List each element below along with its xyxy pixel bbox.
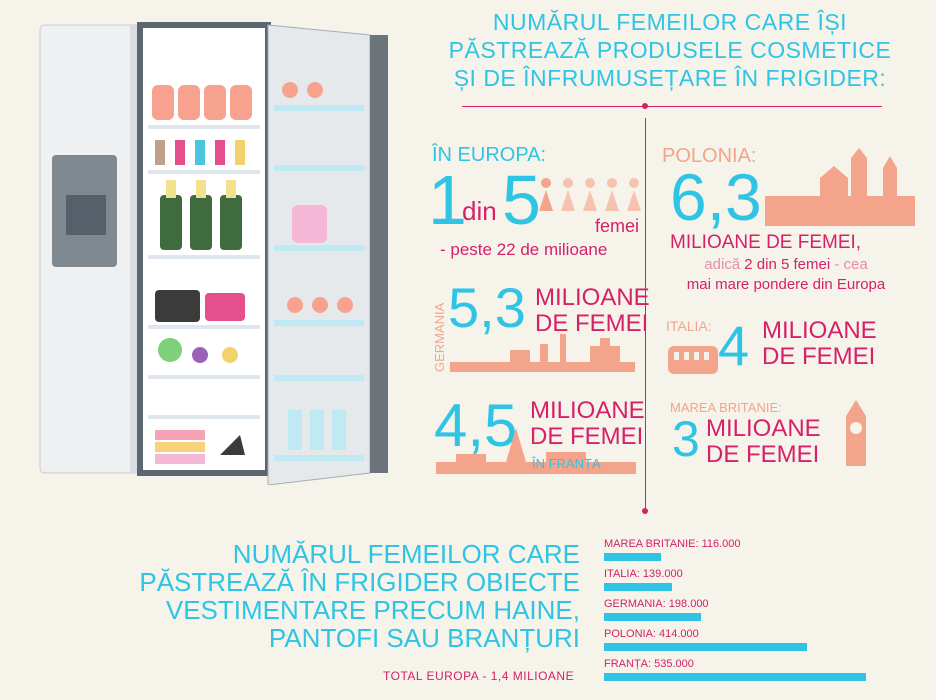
germany-line-1: MILIOANE	[535, 284, 650, 311]
italy-label: ITALIA:	[666, 318, 712, 334]
heading-divider	[462, 106, 882, 107]
france-line-1: MILIOANE	[530, 397, 645, 424]
clothing-heading-line-2: PĂSTREAZĂ ÎN FRIGIDER OBIECTE	[139, 567, 580, 597]
bar-label: MAREA BRITANIE: 116.000	[604, 538, 741, 550]
europe-femei: femei	[595, 216, 640, 236]
heading-line-1: NUMĂRUL FEMEILOR CARE ÎȘI	[492, 9, 848, 35]
poland-desc-c: - cea	[834, 256, 868, 273]
clothing-heading: NUMĂRUL FEMEILOR CARE PĂSTREAZĂ ÎN FRIGI…	[80, 540, 580, 652]
europe-five: 5	[502, 161, 541, 239]
bar-label: ITALIA: 139.000	[604, 568, 683, 580]
uk-line-1: MILIOANE	[706, 415, 821, 442]
poland-skyline-icon	[765, 148, 915, 226]
italy-line-2: DE FEMEI	[762, 343, 876, 370]
france-skyline-icon	[436, 428, 636, 474]
bar	[604, 673, 866, 681]
france-label: ÎN FRANȚA	[532, 456, 601, 471]
total-europe: TOTAL EUROPA - 1,4 MILIOANE	[383, 669, 575, 683]
bar	[604, 583, 672, 591]
germany-label: GERMANIA	[432, 302, 447, 372]
uk-line-2: DE FEMEI	[706, 441, 820, 468]
poland-desc-b: 2 din 5 femei	[744, 256, 831, 273]
clothing-heading-line-3: VESTIMENTARE PRECUM HAINE,	[165, 595, 580, 625]
poland-millions: MILIOANE DE FEMEI,	[670, 232, 862, 253]
poland-description: adică 2 din 5 femei - cea mai mare ponde…	[666, 255, 906, 295]
france-number: 4,5	[434, 392, 518, 459]
italy-number: 4	[718, 314, 750, 377]
italy-line-1: MILIOANE	[762, 317, 877, 344]
vertical-divider	[645, 118, 646, 510]
germany-millions: MILIOANE DE FEMEI	[535, 285, 650, 337]
cosmetics-heading: NUMĂRUL FEMEILOR CARE ÎȘI PĂSTREAZĂ PROD…	[420, 8, 920, 92]
big-ben-icon	[846, 400, 866, 466]
germany-skyline-icon	[450, 334, 635, 372]
clothing-bar-chart: MAREA BRITANIE: 116.000 ITALIA: 139.000 GE…	[604, 538, 924, 698]
clothing-heading-line-1: NUMĂRUL FEMEILOR CARE	[232, 539, 580, 569]
women-icons	[539, 178, 641, 211]
bar-label: GERMANIA: 198.000	[604, 598, 709, 610]
bar	[604, 613, 701, 621]
poland-label: POLONIA:	[662, 145, 757, 167]
poland-desc-a: adică	[704, 256, 741, 273]
uk-number: 3	[672, 411, 700, 467]
fridge-illustration	[39, 22, 388, 485]
bar-label: POLONIA: 414.000	[604, 628, 699, 640]
colosseum-icon	[668, 346, 718, 374]
divider-dot	[642, 508, 648, 514]
france-millions: MILIOANE DE FEMEI	[530, 398, 645, 450]
germany-number: 5,3	[448, 276, 526, 339]
uk-millions: MILIOANE DE FEMEI	[706, 416, 821, 468]
clothing-heading-line-4: PANTOFI SAU BRANȚURI	[268, 623, 580, 653]
italy-millions: MILIOANE DE FEMEI	[762, 318, 877, 370]
poland-number: 6,3	[670, 160, 762, 234]
heading-line-3: ȘI DE ÎNFRUMUSEȚARE ÎN FRIGIDER:	[453, 65, 887, 91]
europe-subtitle: - peste 22 de milioane	[440, 240, 608, 259]
germany-line-2: DE FEMEI	[535, 310, 649, 337]
poland-desc-line2: mai mare pondere din Europa	[686, 276, 886, 293]
bar	[604, 643, 807, 651]
france-line-2: DE FEMEI	[530, 423, 644, 450]
uk-label: MAREA BRITANIE:	[670, 400, 782, 415]
europe-label: ÎN EUROPA:	[432, 144, 547, 166]
europe-din: din	[462, 196, 497, 226]
europe-one: 1	[428, 161, 467, 239]
heading-line-2: PĂSTREAZĂ PRODUSELE COSMETICE	[448, 37, 892, 63]
bar	[604, 553, 661, 561]
divider-dot	[642, 103, 648, 109]
bar-label: FRANȚA: 535.000	[604, 658, 694, 670]
